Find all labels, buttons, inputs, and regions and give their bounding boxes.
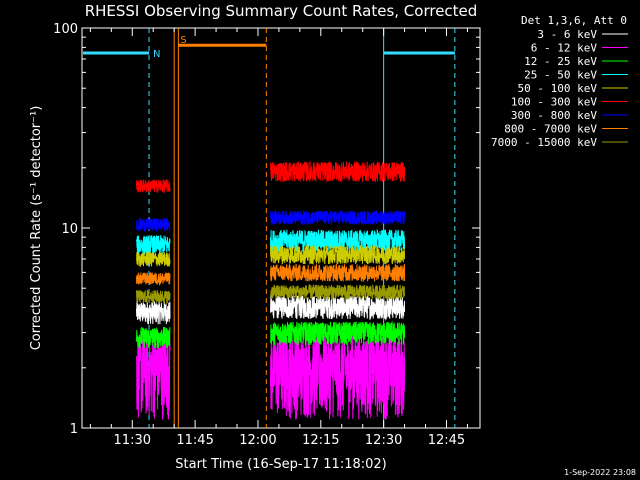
x-tick-label: 12:15: [302, 433, 339, 448]
legend-label: 300 - 800 keV: [511, 109, 597, 122]
legend-title: Det 1,3,6, Att 0: [521, 14, 627, 27]
x-tick-label: 12:30: [365, 433, 402, 448]
series-line: [136, 272, 171, 286]
series-line: [270, 228, 406, 252]
x-tick-label: 11:30: [114, 433, 151, 448]
y-tick-label: 10: [61, 222, 78, 237]
series-line: [270, 245, 406, 265]
legend-label: 800 - 7000 keV: [504, 123, 597, 136]
series-line: [136, 301, 171, 325]
y-tick-label: 100: [53, 22, 78, 37]
legend-label: 12 - 25 keV: [524, 55, 597, 68]
footer-timestamp: 1-Sep-2022 23:08: [564, 468, 636, 477]
series-line: [136, 217, 171, 232]
chart-title: RHESSI Observing Summary Count Rates, Co…: [85, 2, 478, 20]
night-label: N: [153, 49, 160, 60]
series-line: [136, 178, 171, 194]
legend-label: 3 - 6 keV: [537, 28, 597, 41]
x-tick-label: 12:45: [428, 433, 465, 448]
x-axis-label: Start Time (16-Sep-17 11:18:02): [175, 457, 386, 472]
series-line: [270, 320, 406, 346]
x-tick-label: 11:45: [176, 433, 213, 448]
series-line: [136, 289, 171, 305]
series-line: [136, 326, 171, 349]
legend-label: 100 - 300 keV: [511, 96, 597, 109]
series-line: [270, 160, 406, 183]
legend-label: 25 - 50 keV: [524, 69, 597, 82]
series-line: [270, 262, 406, 283]
legend-label: 7000 - 15000 keV: [491, 136, 597, 149]
y-axis-label: Corrected Count Rate (s⁻¹ detector⁻¹): [29, 106, 44, 351]
series-layer: [136, 160, 406, 420]
y-tick-label: 1: [70, 422, 78, 437]
saa-label: S: [180, 35, 186, 46]
series-line: [270, 335, 406, 420]
legend-label: 50 - 100 keV: [518, 82, 598, 95]
x-tick-label: 12:00: [239, 433, 276, 448]
series-line: [270, 295, 406, 321]
legend-label: 6 - 12 keV: [531, 42, 598, 55]
series-line: [270, 209, 406, 225]
series-line: [270, 283, 406, 301]
axes-layer: 11:30 11:45 12:00 12:15 12:30 12:45 1 10 100: [53, 22, 480, 448]
series-line: [136, 234, 171, 256]
series-line: [136, 335, 171, 420]
series-line: [136, 251, 171, 268]
